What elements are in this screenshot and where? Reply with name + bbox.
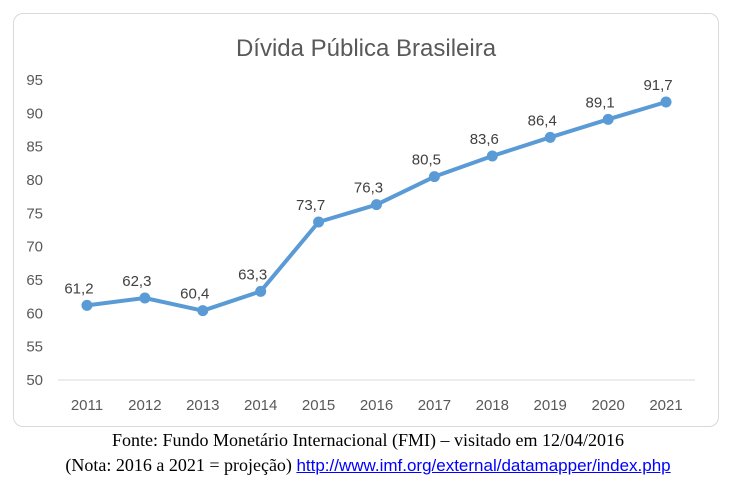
data-point	[602, 113, 614, 125]
projection-note: (Nota: 2016 a 2021 = projeção)	[65, 455, 292, 475]
line-chart: Dívida Pública Brasileira 50 55 60 65 70 75 80…	[26, 35, 695, 414]
source-line: Fonte: Fundo Monetário Internacional (FM…	[112, 430, 624, 450]
note-line: (Nota: 2016 a 2021 = projeção) http://ww…	[0, 453, 736, 478]
y-tick-label: 95	[26, 72, 43, 89]
data-point	[81, 299, 93, 311]
x-tick-label: 2012	[128, 397, 161, 414]
data-label: 91,7	[643, 77, 672, 94]
x-tick-label: 2020	[591, 397, 624, 414]
x-tick-label: 2014	[244, 397, 277, 414]
data-label: 63,3	[238, 266, 267, 283]
y-tick-label: 75	[26, 205, 43, 222]
data-labels: 61,2 62,3 60,4 63,3 73,7 76,3 80,5 83,6 86,4 89,1…	[64, 77, 672, 303]
y-tick-label: 60	[26, 305, 43, 322]
source-note: Fonte: Fundo Monetário Internacional (FM…	[0, 428, 736, 478]
data-point	[313, 216, 325, 228]
data-label: 89,1	[586, 94, 615, 111]
x-axis-ticks: 2011 2012 2013 2014 2015 2016 2017 2018 2019 2020…	[71, 397, 683, 414]
y-tick-label: 80	[26, 172, 43, 189]
data-label: 80,5	[412, 152, 441, 169]
data-point	[255, 285, 267, 297]
y-tick-label: 65	[26, 272, 43, 289]
chart-frame	[13, 13, 719, 427]
x-tick-label: 2021	[649, 397, 682, 414]
data-point	[428, 171, 440, 183]
chart-title: Dívida Pública Brasileira	[236, 35, 497, 62]
data-point	[660, 96, 672, 108]
x-tick-label: 2015	[302, 397, 335, 414]
y-tick-label: 70	[26, 239, 43, 256]
data-point	[139, 292, 151, 304]
x-tick-label: 2018	[476, 397, 509, 414]
x-tick-label: 2013	[186, 397, 219, 414]
x-tick-label: 2016	[360, 397, 393, 414]
data-label: 76,3	[354, 180, 383, 197]
data-points	[81, 96, 672, 317]
data-label: 62,3	[122, 273, 151, 290]
y-axis-ticks: 50 55 60 65 70 75 80 85 90 95	[26, 72, 43, 389]
data-label: 83,6	[470, 131, 499, 148]
x-tick-label: 2019	[534, 397, 567, 414]
data-label: 61,2	[64, 280, 93, 297]
data-label: 73,7	[296, 197, 325, 214]
data-label: 60,4	[180, 286, 209, 303]
data-point	[371, 199, 382, 211]
y-tick-label: 55	[26, 339, 43, 356]
data-point	[197, 305, 209, 317]
data-point	[544, 131, 556, 143]
imf-link[interactable]: http://www.imf.org/external/datamapper/i…	[296, 456, 671, 475]
x-tick-label: 2017	[418, 397, 451, 414]
data-point	[486, 150, 498, 162]
y-tick-label: 90	[26, 105, 43, 122]
y-tick-label: 50	[26, 372, 43, 389]
data-label: 86,4	[528, 112, 557, 129]
y-tick-label: 85	[26, 139, 43, 156]
x-tick-label: 2011	[71, 397, 103, 414]
